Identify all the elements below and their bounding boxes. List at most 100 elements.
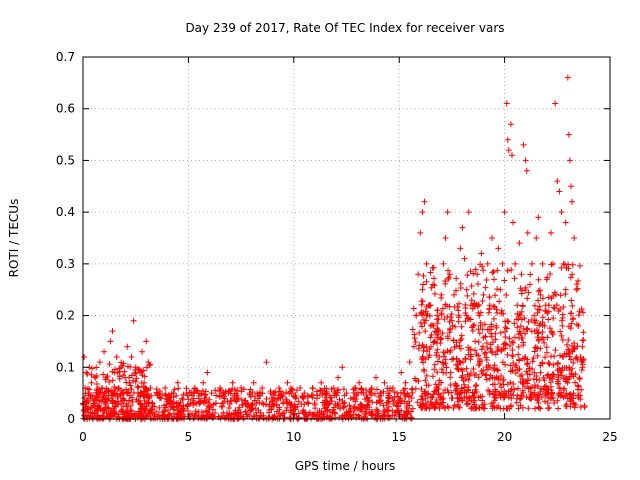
data-point (575, 312, 582, 319)
data-point (389, 384, 396, 391)
data-point (378, 412, 385, 419)
data-point (579, 309, 586, 316)
data-point (552, 100, 559, 107)
data-point (566, 353, 573, 360)
data-point (111, 403, 118, 410)
data-point (560, 394, 567, 401)
data-point (104, 373, 111, 380)
data-point (579, 343, 586, 350)
data-point (488, 400, 495, 407)
data-point (85, 412, 92, 419)
data-point (328, 394, 335, 401)
data-point (88, 379, 95, 386)
data-point (469, 389, 476, 396)
data-point (139, 348, 146, 355)
data-point (439, 305, 446, 312)
data-point (347, 408, 354, 415)
data-point (358, 385, 365, 392)
data-point (428, 331, 435, 338)
data-point (310, 411, 317, 418)
data-point (105, 405, 112, 412)
data-point (532, 393, 539, 400)
data-point (106, 378, 113, 385)
data-point (475, 374, 482, 381)
data-point (539, 359, 546, 366)
data-point (489, 269, 496, 276)
data-point (419, 323, 426, 330)
data-point (579, 337, 586, 344)
data-point (276, 384, 283, 391)
data-point (572, 379, 579, 386)
data-point (453, 275, 460, 282)
data-point (475, 394, 482, 401)
data-point (462, 301, 469, 308)
data-point (394, 403, 401, 410)
data-point (512, 260, 519, 267)
data-point (423, 260, 430, 267)
data-point (467, 268, 474, 275)
data-point (547, 229, 554, 236)
data-point (335, 386, 342, 393)
data-point (221, 395, 228, 402)
data-point (394, 390, 401, 397)
data-point (568, 370, 575, 377)
data-point (494, 344, 501, 351)
data-point (118, 387, 125, 394)
data-point (521, 383, 528, 390)
data-point (523, 361, 530, 368)
data-point (524, 295, 531, 302)
data-point (575, 383, 582, 390)
data-point (216, 388, 223, 395)
data-point (500, 310, 507, 317)
data-point (509, 338, 516, 345)
data-point (334, 387, 341, 394)
data-point (489, 374, 496, 381)
data-point (535, 276, 542, 283)
data-point (495, 389, 502, 396)
data-point (391, 388, 398, 395)
data-point (464, 371, 471, 378)
data-point (249, 401, 256, 408)
data-point (156, 404, 163, 411)
data-point (569, 271, 576, 278)
data-point (456, 404, 463, 411)
data-point (151, 403, 158, 410)
data-point (481, 321, 488, 328)
data-point (418, 386, 425, 393)
y-tick-label: 0.6 (56, 102, 75, 116)
data-point (534, 352, 541, 359)
data-point (398, 369, 405, 376)
data-point (535, 383, 542, 390)
data-point (442, 278, 449, 285)
data-point (429, 281, 436, 288)
data-point (330, 404, 337, 411)
data-point (121, 368, 128, 375)
data-point (468, 283, 475, 290)
data-point (481, 405, 488, 412)
data-point (475, 310, 482, 317)
data-point (492, 292, 499, 299)
data-point (202, 398, 209, 405)
data-point (155, 412, 162, 419)
data-point (541, 398, 548, 405)
data-point (499, 391, 506, 398)
data-point (200, 379, 207, 386)
data-point (456, 342, 463, 349)
data-point (321, 405, 328, 412)
data-point (431, 361, 438, 368)
data-point (514, 302, 521, 309)
data-point (259, 384, 266, 391)
data-point (546, 325, 553, 332)
data-point (480, 267, 487, 274)
data-point (502, 361, 509, 368)
data-point (525, 289, 532, 296)
data-point (175, 403, 182, 410)
data-point (463, 365, 470, 372)
data-point (482, 333, 489, 340)
data-point (428, 400, 435, 407)
data-point (201, 392, 208, 399)
data-point (129, 398, 136, 405)
data-point (479, 297, 486, 304)
data-point (581, 404, 588, 411)
data-point (445, 267, 452, 274)
